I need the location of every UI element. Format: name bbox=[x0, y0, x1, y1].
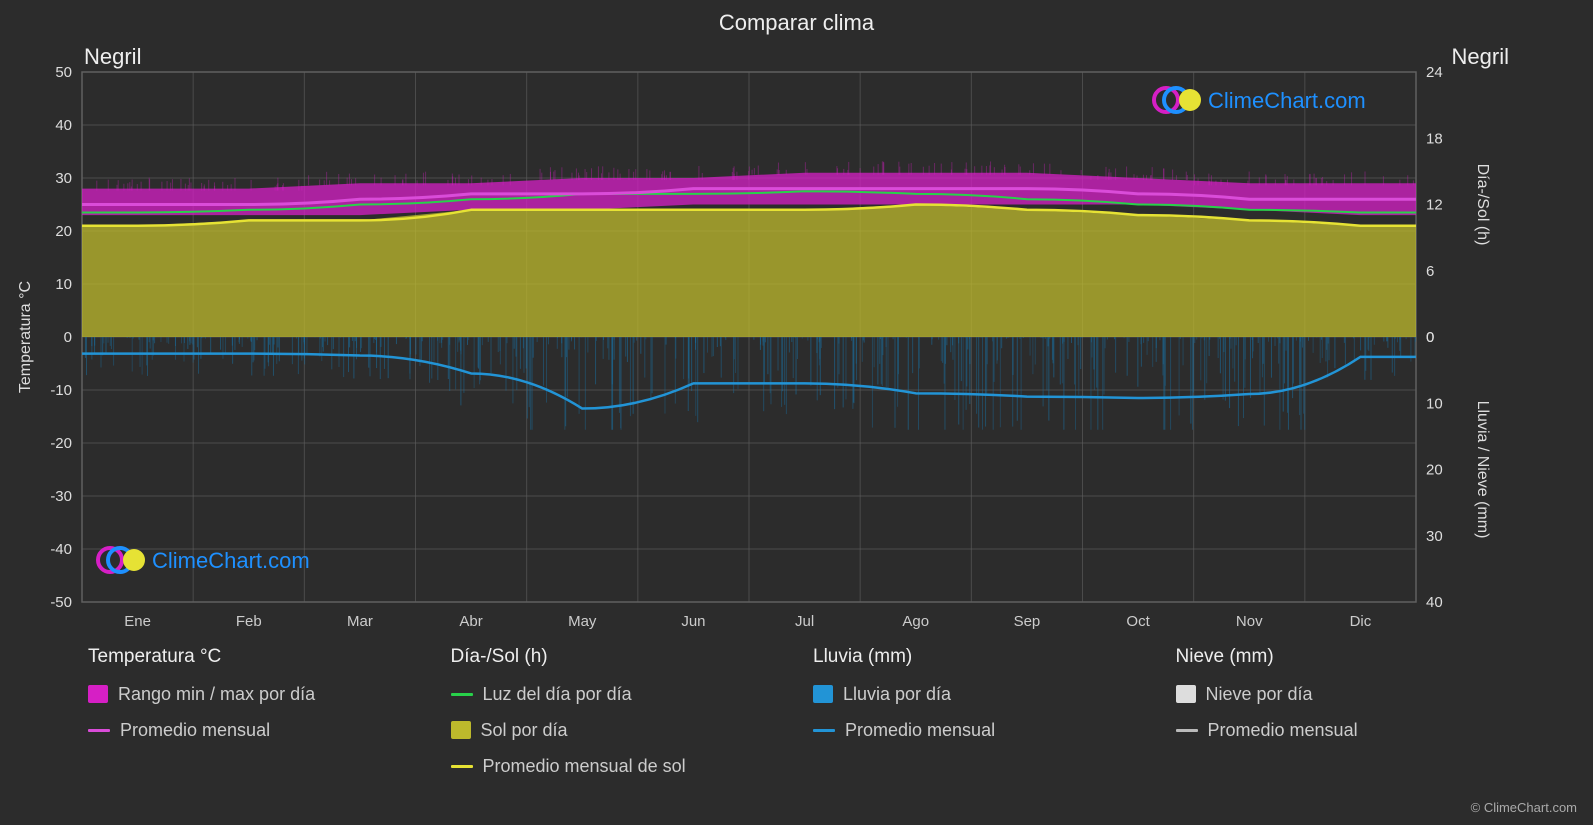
legend-item: Promedio mensual bbox=[813, 718, 1166, 742]
svg-text:12: 12 bbox=[1426, 197, 1443, 214]
svg-text:-20: -20 bbox=[50, 435, 72, 452]
legend-item: Rango min / max por día bbox=[88, 682, 441, 706]
legend-column: Nieve (mm) Nieve por día Promedio mensual bbox=[1176, 646, 1529, 778]
svg-text:10: 10 bbox=[55, 276, 72, 293]
legend-column-title: Temperatura °C bbox=[88, 646, 441, 668]
legend-item-label: Nieve por día bbox=[1206, 684, 1313, 705]
svg-text:-30: -30 bbox=[50, 488, 72, 505]
svg-text:40: 40 bbox=[55, 117, 72, 134]
svg-text:-10: -10 bbox=[50, 382, 72, 399]
svg-text:30: 30 bbox=[55, 170, 72, 187]
legend-line-icon bbox=[451, 765, 473, 768]
svg-text:Lluvia / Nieve (mm): Lluvia / Nieve (mm) bbox=[1474, 401, 1491, 539]
legend-line-icon bbox=[451, 693, 473, 696]
sun-fill-area bbox=[82, 205, 1416, 338]
legend-column-title: Nieve (mm) bbox=[1176, 646, 1529, 668]
legend-column-title: Día-/Sol (h) bbox=[451, 646, 804, 668]
climechart-logo: ClimeChart.com bbox=[98, 548, 310, 573]
svg-text:May: May bbox=[568, 613, 597, 630]
svg-text:ClimeChart.com: ClimeChart.com bbox=[1208, 88, 1366, 113]
svg-text:Jun: Jun bbox=[681, 613, 705, 630]
svg-text:Jul: Jul bbox=[795, 613, 814, 630]
copyright-text: © ClimeChart.com bbox=[1471, 800, 1577, 815]
climechart-logo: ClimeChart.com bbox=[1154, 88, 1366, 113]
legend-item-label: Luz del día por día bbox=[483, 684, 632, 705]
svg-text:Feb: Feb bbox=[236, 613, 262, 630]
legend: Temperatura °C Rango min / max por día Pro… bbox=[88, 646, 1528, 778]
legend-swatch-icon bbox=[451, 721, 471, 739]
svg-text:ClimeChart.com: ClimeChart.com bbox=[152, 548, 310, 573]
svg-text:40: 40 bbox=[1426, 594, 1443, 611]
svg-text:24: 24 bbox=[1426, 64, 1443, 81]
legend-item-label: Promedio mensual bbox=[120, 720, 270, 741]
svg-text:Sep: Sep bbox=[1014, 613, 1041, 630]
legend-column: Lluvia (mm) Lluvia por día Promedio mensua… bbox=[813, 646, 1166, 778]
legend-item: Promedio mensual de sol bbox=[451, 754, 804, 778]
legend-item: Nieve por día bbox=[1176, 682, 1529, 706]
legend-item: Promedio mensual bbox=[88, 718, 441, 742]
svg-text:20: 20 bbox=[1426, 462, 1443, 479]
legend-item-label: Promedio mensual bbox=[1208, 720, 1358, 741]
svg-text:Abr: Abr bbox=[459, 613, 482, 630]
legend-item: Lluvia por día bbox=[813, 682, 1166, 706]
svg-text:-40: -40 bbox=[50, 541, 72, 558]
svg-text:6: 6 bbox=[1426, 263, 1434, 280]
legend-item: Luz del día por día bbox=[451, 682, 804, 706]
svg-text:0: 0 bbox=[64, 329, 72, 346]
svg-text:20: 20 bbox=[55, 223, 72, 240]
legend-item-label: Rango min / max por día bbox=[118, 684, 315, 705]
svg-text:Oct: Oct bbox=[1126, 613, 1150, 630]
svg-text:0: 0 bbox=[1426, 329, 1434, 346]
legend-column-title: Lluvia (mm) bbox=[813, 646, 1166, 668]
svg-text:10: 10 bbox=[1426, 395, 1443, 412]
legend-item: Promedio mensual bbox=[1176, 718, 1529, 742]
svg-text:Temperatura °C: Temperatura °C bbox=[17, 281, 34, 393]
legend-item-label: Lluvia por día bbox=[843, 684, 951, 705]
legend-swatch-icon bbox=[88, 685, 108, 703]
svg-text:50: 50 bbox=[55, 64, 72, 81]
svg-text:Ago: Ago bbox=[902, 613, 929, 630]
legend-item: Sol por día bbox=[451, 718, 804, 742]
climate-chart: 50403020100-10-20-30-40-5024181260010203… bbox=[0, 0, 1593, 640]
svg-text:Nov: Nov bbox=[1236, 613, 1263, 630]
svg-text:30: 30 bbox=[1426, 528, 1443, 545]
legend-swatch-icon bbox=[813, 685, 833, 703]
svg-text:Día-/Sol (h): Día-/Sol (h) bbox=[1474, 164, 1491, 246]
legend-item-label: Promedio mensual de sol bbox=[483, 756, 686, 777]
legend-line-icon bbox=[88, 729, 110, 732]
legend-item-label: Sol por día bbox=[481, 720, 568, 741]
svg-text:18: 18 bbox=[1426, 130, 1443, 147]
svg-text:Dic: Dic bbox=[1350, 613, 1372, 630]
legend-line-icon bbox=[1176, 729, 1198, 732]
legend-column: Día-/Sol (h) Luz del día por día Sol por d… bbox=[451, 646, 804, 778]
legend-column: Temperatura °C Rango min / max por día Pro… bbox=[88, 646, 441, 778]
svg-text:Mar: Mar bbox=[347, 613, 373, 630]
svg-text:-50: -50 bbox=[50, 594, 72, 611]
legend-item-label: Promedio mensual bbox=[845, 720, 995, 741]
svg-text:Ene: Ene bbox=[124, 613, 151, 630]
legend-swatch-icon bbox=[1176, 685, 1196, 703]
legend-line-icon bbox=[813, 729, 835, 732]
